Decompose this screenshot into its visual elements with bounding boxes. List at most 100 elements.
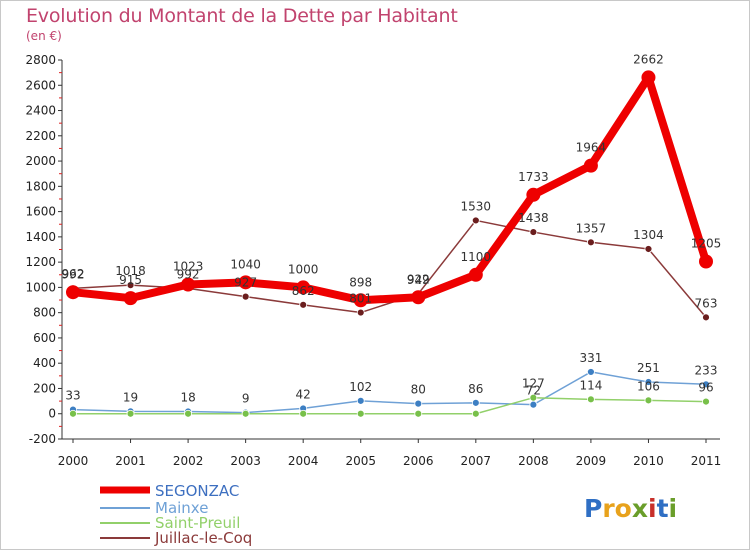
- data-point: [644, 378, 653, 386]
- x-tick-label: 2002: [173, 454, 204, 468]
- data-point: [123, 291, 138, 306]
- data-label: 33: [65, 389, 80, 403]
- series-points: [66, 70, 713, 418]
- data-point: [587, 368, 595, 376]
- data-point: [126, 409, 135, 418]
- data-label: 962: [62, 267, 85, 281]
- data-point: [587, 395, 595, 404]
- data-point: [126, 281, 135, 290]
- x-tick-label: 2008: [518, 454, 549, 468]
- data-label: 1304: [633, 228, 664, 242]
- data-point: [471, 398, 480, 407]
- brand-wordmark: Proxiti: [584, 494, 677, 523]
- data-point: [471, 409, 480, 418]
- y-tick-label: 2400: [25, 104, 56, 118]
- data-point: [414, 399, 423, 408]
- y-tick-label: -200: [29, 432, 56, 446]
- data-label: 915: [119, 273, 142, 287]
- chart-axes: -200 0 200 400 600 800 1000 1200 1400 1600 1800 200…: [25, 53, 721, 468]
- data-point: [702, 313, 710, 322]
- data-label: 86: [468, 382, 483, 396]
- legend-label: Juillac-le-Coq: [154, 529, 252, 547]
- legend-label: Mainxe: [155, 499, 208, 517]
- data-point: [411, 290, 426, 305]
- chart-subtitle: (en €): [26, 29, 62, 43]
- data-point: [583, 158, 598, 173]
- data-label: 763: [695, 296, 718, 310]
- data-point: [241, 409, 250, 418]
- data-point: [641, 70, 656, 85]
- data-label: 1733: [518, 170, 549, 184]
- data-point: [644, 245, 653, 253]
- data-label: 898: [349, 275, 372, 289]
- chart-title: Evolution du Montant de la Dette par Hab…: [26, 5, 458, 27]
- data-point: [299, 409, 308, 418]
- data-label: 992: [62, 267, 85, 281]
- series-line-juillac-le-coq: [72, 219, 707, 319]
- data-label: 9: [242, 392, 250, 406]
- data-point: [529, 228, 538, 236]
- legend-label: SEGONZAC: [155, 482, 239, 500]
- data-label: 1438: [518, 211, 549, 225]
- data-label: 1023: [173, 259, 204, 273]
- y-tick-label: 200: [33, 381, 56, 395]
- data-point: [468, 267, 483, 282]
- data-label: 1205: [691, 237, 722, 251]
- x-tick-label: 2003: [230, 454, 261, 468]
- series-line-saint-preuil: [72, 396, 707, 415]
- brand-letter: i: [669, 494, 678, 523]
- data-point: [66, 285, 80, 300]
- y-tick-label: 2200: [25, 129, 56, 143]
- data-point: [699, 254, 713, 269]
- data-point: [529, 393, 538, 402]
- data-point: [356, 396, 365, 405]
- y-tick-label: 1000: [25, 280, 56, 294]
- data-label: 862: [292, 284, 315, 298]
- data-point: [299, 300, 308, 309]
- data-point: [241, 292, 250, 301]
- x-tick-label: 2001: [115, 454, 146, 468]
- y-tick-label: 1600: [25, 205, 56, 219]
- data-label: 1964: [576, 141, 607, 155]
- data-labels: 962 915 1023 1040 1000 898 922 1100 1733 1964 2662…: [62, 52, 722, 405]
- brand-letter: x: [632, 494, 648, 523]
- data-label: 801: [349, 292, 372, 306]
- data-label: 114: [579, 378, 602, 392]
- data-label: 233: [695, 363, 718, 377]
- y-tick-label: 600: [33, 331, 56, 345]
- x-tick-label: 2005: [345, 454, 376, 468]
- data-point: [526, 187, 541, 202]
- x-tick-label: 2010: [633, 454, 664, 468]
- data-point: [529, 400, 538, 409]
- y-tick-label: 800: [33, 306, 56, 320]
- y-tick-label: 2000: [25, 154, 56, 168]
- data-label: 96: [698, 381, 713, 395]
- data-label: 251: [637, 361, 660, 375]
- brand-letter: i: [648, 494, 657, 523]
- data-label: 127: [522, 377, 545, 391]
- data-point: [414, 409, 423, 418]
- x-tick-label: 2009: [576, 454, 607, 468]
- data-label: 19: [123, 390, 138, 404]
- data-label: 106: [637, 379, 660, 393]
- data-point: [353, 293, 368, 308]
- data-label: 1100: [461, 250, 492, 264]
- data-label: 331: [579, 351, 602, 365]
- series-line-segonzac: [69, 73, 710, 305]
- data-point: [181, 277, 196, 292]
- data-point: [471, 216, 480, 225]
- data-label: 1357: [576, 221, 607, 235]
- data-label: 102: [349, 380, 372, 394]
- y-tick-label: 2800: [25, 53, 56, 67]
- y-tick-label: 0: [48, 407, 56, 421]
- legend-label: Saint-Preuil: [155, 514, 240, 532]
- data-label: 922: [407, 272, 430, 286]
- data-label: 2662: [633, 52, 664, 66]
- brand-letter: P: [584, 494, 602, 523]
- data-label: 80: [411, 383, 426, 397]
- data-point: [69, 409, 77, 418]
- y-tick-label: 400: [33, 356, 56, 370]
- data-label: 949: [407, 273, 430, 287]
- data-label: 42: [296, 387, 311, 401]
